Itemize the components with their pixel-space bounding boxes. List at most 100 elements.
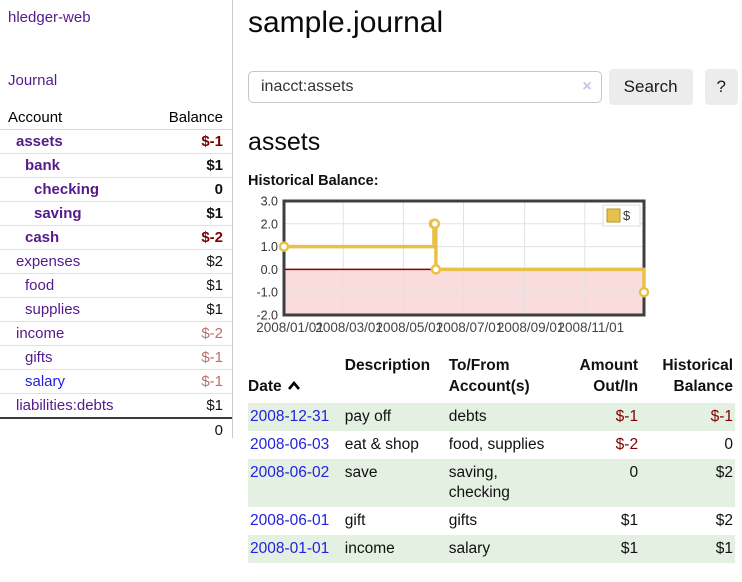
app-brand-link[interactable]: hledger-web (8, 9, 91, 26)
transaction-balance: $2 (715, 512, 733, 529)
search-bar: × Search ? (248, 69, 738, 105)
account-table-header: Account Balance (0, 106, 232, 130)
account-link-gifts[interactable]: gifts (25, 349, 53, 366)
account-link-income[interactable]: income (16, 325, 65, 342)
account-link-salary[interactable]: salary (25, 373, 66, 390)
account-link-expenses[interactable]: expenses (16, 253, 81, 270)
account-balance: $1 (145, 273, 232, 298)
transaction-date-link[interactable]: 2008-06-02 (250, 464, 330, 481)
account-row: saving $1 (0, 201, 232, 226)
account-balance: 0 (145, 177, 232, 202)
transaction-accounts: gifts (448, 512, 478, 529)
register-header-row: Date Description To/From Account(s) Amou… (248, 353, 735, 403)
svg-text:-2.0: -2.0 (256, 309, 278, 323)
balance-column-header: Balance (145, 106, 232, 130)
transaction-date-link[interactable]: 2008-06-01 (250, 512, 330, 529)
account-row: assets $-1 (0, 129, 232, 154)
page-title: sample.journal (248, 6, 444, 39)
search-button[interactable]: Search (608, 69, 693, 105)
transaction-balance: $1 (715, 540, 733, 557)
account-row: salary $-1 (0, 369, 232, 394)
svg-text:2008/05/01: 2008/05/01 (376, 320, 444, 335)
transaction-row[interactable]: 2008-01-01 income salary $1 $1 (248, 535, 735, 563)
account-balance: $1 (145, 297, 232, 322)
account-balance: $-1 (145, 345, 232, 370)
transaction-balance: $-1 (710, 408, 733, 425)
transaction-accounts: debts (448, 408, 487, 425)
account-row: checking 0 (0, 177, 232, 202)
sidebar-item-journal[interactable]: Journal (8, 72, 58, 89)
transaction-date-link[interactable]: 2008-12-31 (250, 408, 330, 425)
svg-text:2008/03/01: 2008/03/01 (315, 320, 383, 335)
transaction-amount: $1 (620, 512, 639, 529)
account-tree-table: Account Balance assets $-1 bank $1 check… (0, 106, 232, 442)
search-input[interactable] (248, 71, 602, 103)
svg-text:2008/09/01: 2008/09/01 (497, 320, 565, 335)
account-link-checking[interactable]: checking (34, 181, 100, 198)
svg-text:-1.0: -1.0 (256, 286, 278, 300)
svg-text:2008/07/01: 2008/07/01 (436, 320, 504, 335)
account-balance: $-1 (145, 129, 232, 154)
main-content: sample.journal × Search ? assets Histori… (248, 0, 738, 563)
help-button[interactable]: ? (704, 69, 738, 105)
account-balance: $2 (145, 249, 232, 274)
transaction-accounts: saving, checking (448, 464, 510, 501)
transaction-accounts: food, supplies (448, 436, 545, 453)
account-total-balance: 0 (145, 417, 232, 442)
transaction-amount: $1 (620, 540, 639, 557)
svg-text:2008/11/01: 2008/11/01 (558, 320, 625, 335)
account-link-assets[interactable]: assets (16, 133, 63, 150)
account-balance: $-2 (145, 225, 232, 250)
transaction-row[interactable]: 2008-06-01 gift gifts $1 $2 (248, 507, 735, 535)
transaction-amount: $-2 (615, 436, 639, 453)
sidebar: hledger-web Journal Account Balance asse… (0, 0, 233, 442)
account-balance: $1 (145, 393, 232, 419)
transaction-amount: 0 (629, 464, 639, 481)
svg-text:$: $ (623, 208, 631, 223)
account-row: gifts $-1 (0, 345, 232, 370)
transaction-row[interactable]: 2008-06-02 save saving, checking 0 $2 (248, 459, 735, 507)
description-column-header: Description (344, 357, 431, 374)
transaction-description: eat & shop (344, 436, 419, 453)
transaction-description: income (344, 540, 395, 557)
transaction-description: gift (344, 512, 366, 529)
transaction-amount: $-1 (615, 408, 639, 425)
clear-search-icon[interactable]: × (582, 78, 592, 95)
transaction-description: pay off (344, 408, 392, 425)
account-link-liabilities-debts[interactable]: liabilities:debts (16, 397, 114, 414)
account-link-supplies[interactable]: supplies (25, 301, 81, 318)
svg-text:3.0: 3.0 (261, 195, 278, 209)
transaction-description: save (344, 464, 378, 481)
register-table: Date Description To/From Account(s) Amou… (248, 353, 735, 563)
amount-column-header: Amount Out/In (579, 357, 639, 395)
account-balance: $1 (145, 201, 232, 226)
account-row: supplies $1 (0, 297, 232, 322)
svg-text:2.0: 2.0 (261, 217, 278, 231)
account-balance: $-1 (145, 369, 232, 394)
transaction-accounts: salary (448, 540, 491, 557)
transaction-date-link[interactable]: 2008-06-03 (250, 436, 330, 453)
account-row: bank $1 (0, 153, 232, 178)
account-link-bank[interactable]: bank (25, 157, 61, 174)
svg-text:0.0: 0.0 (261, 263, 278, 277)
account-link-food[interactable]: food (25, 277, 55, 294)
chart-title: Historical Balance: (248, 173, 379, 189)
account-row: food $1 (0, 273, 232, 298)
transaction-balance: $2 (715, 464, 733, 481)
account-balance: $1 (145, 153, 232, 178)
transaction-date-link[interactable]: 2008-01-01 (250, 540, 330, 557)
transaction-row[interactable]: 2008-06-03 eat & shop food, supplies $-2… (248, 431, 735, 459)
account-row: income $-2 (0, 321, 232, 346)
account-link-saving[interactable]: saving (34, 205, 82, 222)
sort-ascending-icon (287, 376, 301, 397)
account-column-header: Account (0, 106, 146, 130)
account-row: cash $-2 (0, 225, 232, 250)
date-column-header[interactable]: Date (248, 353, 345, 403)
account-link-cash[interactable]: cash (25, 229, 60, 246)
transaction-row[interactable]: 2008-12-31 pay off debts $-1 $-1 (248, 403, 735, 431)
historical-balance-chart: $3.0 2.0 1.0 0.0 -1.0 -2.0 2008/01/01 2008/03/0… (248, 194, 738, 339)
account-row: expenses $2 (0, 249, 232, 274)
transaction-balance: 0 (724, 436, 733, 453)
account-balance: $-2 (145, 321, 232, 346)
date-header-label: Date (248, 378, 282, 395)
